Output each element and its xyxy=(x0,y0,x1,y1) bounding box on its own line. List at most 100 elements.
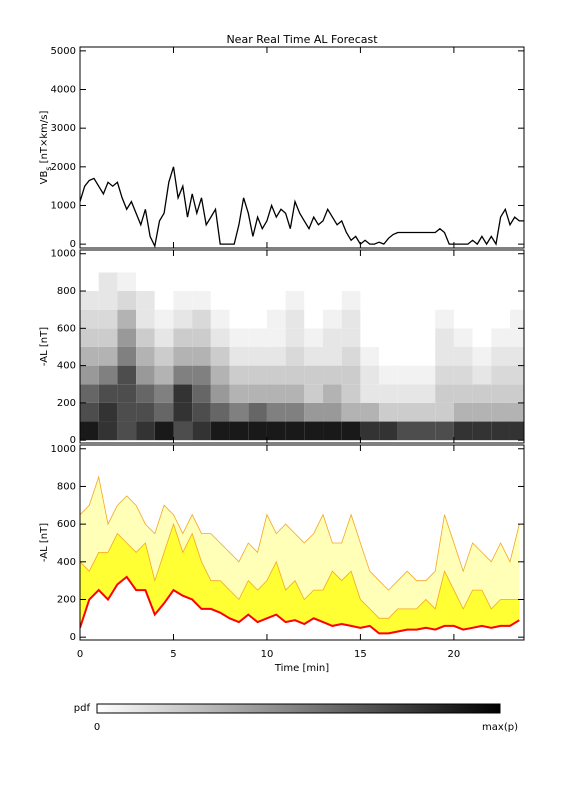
heat-cell xyxy=(341,309,361,329)
heat-cell xyxy=(210,421,230,441)
heat-cell xyxy=(136,328,155,347)
y-tick-label: 2000 xyxy=(51,162,76,173)
heat-cell xyxy=(285,384,305,403)
heat-cell xyxy=(192,384,211,403)
heat-cell xyxy=(491,421,510,441)
heat-cell xyxy=(416,365,436,385)
heat-cell xyxy=(229,365,249,385)
heat-cell xyxy=(192,309,211,329)
heat-cell xyxy=(98,346,118,366)
heat-cell xyxy=(304,291,324,310)
heat-cell xyxy=(509,291,524,310)
heat-cell xyxy=(472,402,492,422)
colorbar-label: pdf xyxy=(74,703,91,714)
data-line xyxy=(80,166,524,248)
heat-cell xyxy=(266,328,286,347)
heat-cell xyxy=(491,272,510,292)
heat-cell xyxy=(80,402,99,422)
heat-cell xyxy=(435,272,454,292)
heat-cell xyxy=(210,328,230,347)
heat-cell xyxy=(304,328,324,347)
heat-cell xyxy=(453,421,473,441)
heat-cell xyxy=(435,253,454,273)
heat-cell xyxy=(210,402,230,422)
heat-cell xyxy=(323,421,342,441)
y-axis-label-part: VB xyxy=(39,171,50,185)
heat-cell xyxy=(248,272,267,292)
heat-cell xyxy=(379,402,398,422)
heat-cell xyxy=(80,384,99,403)
heat-cell xyxy=(341,291,361,310)
heat-cell xyxy=(173,253,193,273)
heat-cell xyxy=(397,384,417,403)
heat-cell xyxy=(509,253,524,273)
heat-cell xyxy=(341,253,361,273)
heat-cell xyxy=(266,272,286,292)
heat-cell xyxy=(472,309,492,329)
x-tick-label: 15 xyxy=(354,649,367,660)
heat-cell xyxy=(453,328,473,347)
heat-cell xyxy=(379,328,398,347)
heat-cell xyxy=(192,253,211,273)
heat-cell xyxy=(154,328,174,347)
heat-cell xyxy=(117,309,137,329)
heat-cell xyxy=(304,309,324,329)
heat-cell xyxy=(248,291,267,310)
heat-cell xyxy=(117,365,137,385)
heat-cell xyxy=(98,421,118,441)
heat-cell xyxy=(453,384,473,403)
heat-cell xyxy=(117,291,137,310)
heat-cell xyxy=(229,309,249,329)
heat-cell xyxy=(154,346,174,366)
heat-cell xyxy=(453,309,473,329)
plot-area xyxy=(80,166,524,248)
heat-cell xyxy=(453,346,473,366)
heat-cell xyxy=(304,421,324,441)
heat-cell xyxy=(173,421,193,441)
y-tick-label: 800 xyxy=(57,481,76,492)
heat-cell xyxy=(229,253,249,273)
y-tick-label: 600 xyxy=(57,519,76,530)
heat-cell xyxy=(154,272,174,292)
heat-cell xyxy=(192,346,211,366)
heat-cell xyxy=(285,346,305,366)
heat-cell xyxy=(98,291,118,310)
heat-cell xyxy=(341,365,361,385)
heat-cell xyxy=(323,365,342,385)
axes-frame xyxy=(79,46,525,249)
heat-cell xyxy=(136,253,155,273)
heat-cell xyxy=(136,402,155,422)
heat-cell xyxy=(509,402,524,422)
heat-cell xyxy=(248,253,267,273)
heat-cell xyxy=(397,253,417,273)
heat-cell xyxy=(80,309,99,329)
heat-cell xyxy=(173,402,193,422)
heat-cell xyxy=(285,328,305,347)
heat-cell xyxy=(248,421,267,441)
heat-cell xyxy=(397,402,417,422)
plot-area xyxy=(80,253,524,441)
axes-frame xyxy=(79,444,525,641)
y-tick-label: 4000 xyxy=(51,85,76,96)
heat-cell xyxy=(173,309,193,329)
heat-cell xyxy=(248,309,267,329)
axes-frame xyxy=(79,249,525,444)
heat-cell xyxy=(304,346,324,366)
heat-cell xyxy=(397,291,417,310)
heat-cell xyxy=(491,402,510,422)
heat-cell xyxy=(323,253,342,273)
heat-cell xyxy=(304,253,324,273)
heat-cell xyxy=(304,272,324,292)
heat-cell xyxy=(192,291,211,310)
band-fill xyxy=(80,524,520,634)
heat-cell xyxy=(323,328,342,347)
heat-cell xyxy=(491,365,510,385)
heat-cell xyxy=(266,253,286,273)
heat-cell xyxy=(435,328,454,347)
heat-cell xyxy=(472,346,492,366)
heat-cell xyxy=(341,384,361,403)
heat-cell xyxy=(453,365,473,385)
heat-cell xyxy=(210,346,230,366)
y-tick-label: 0 xyxy=(70,239,76,250)
